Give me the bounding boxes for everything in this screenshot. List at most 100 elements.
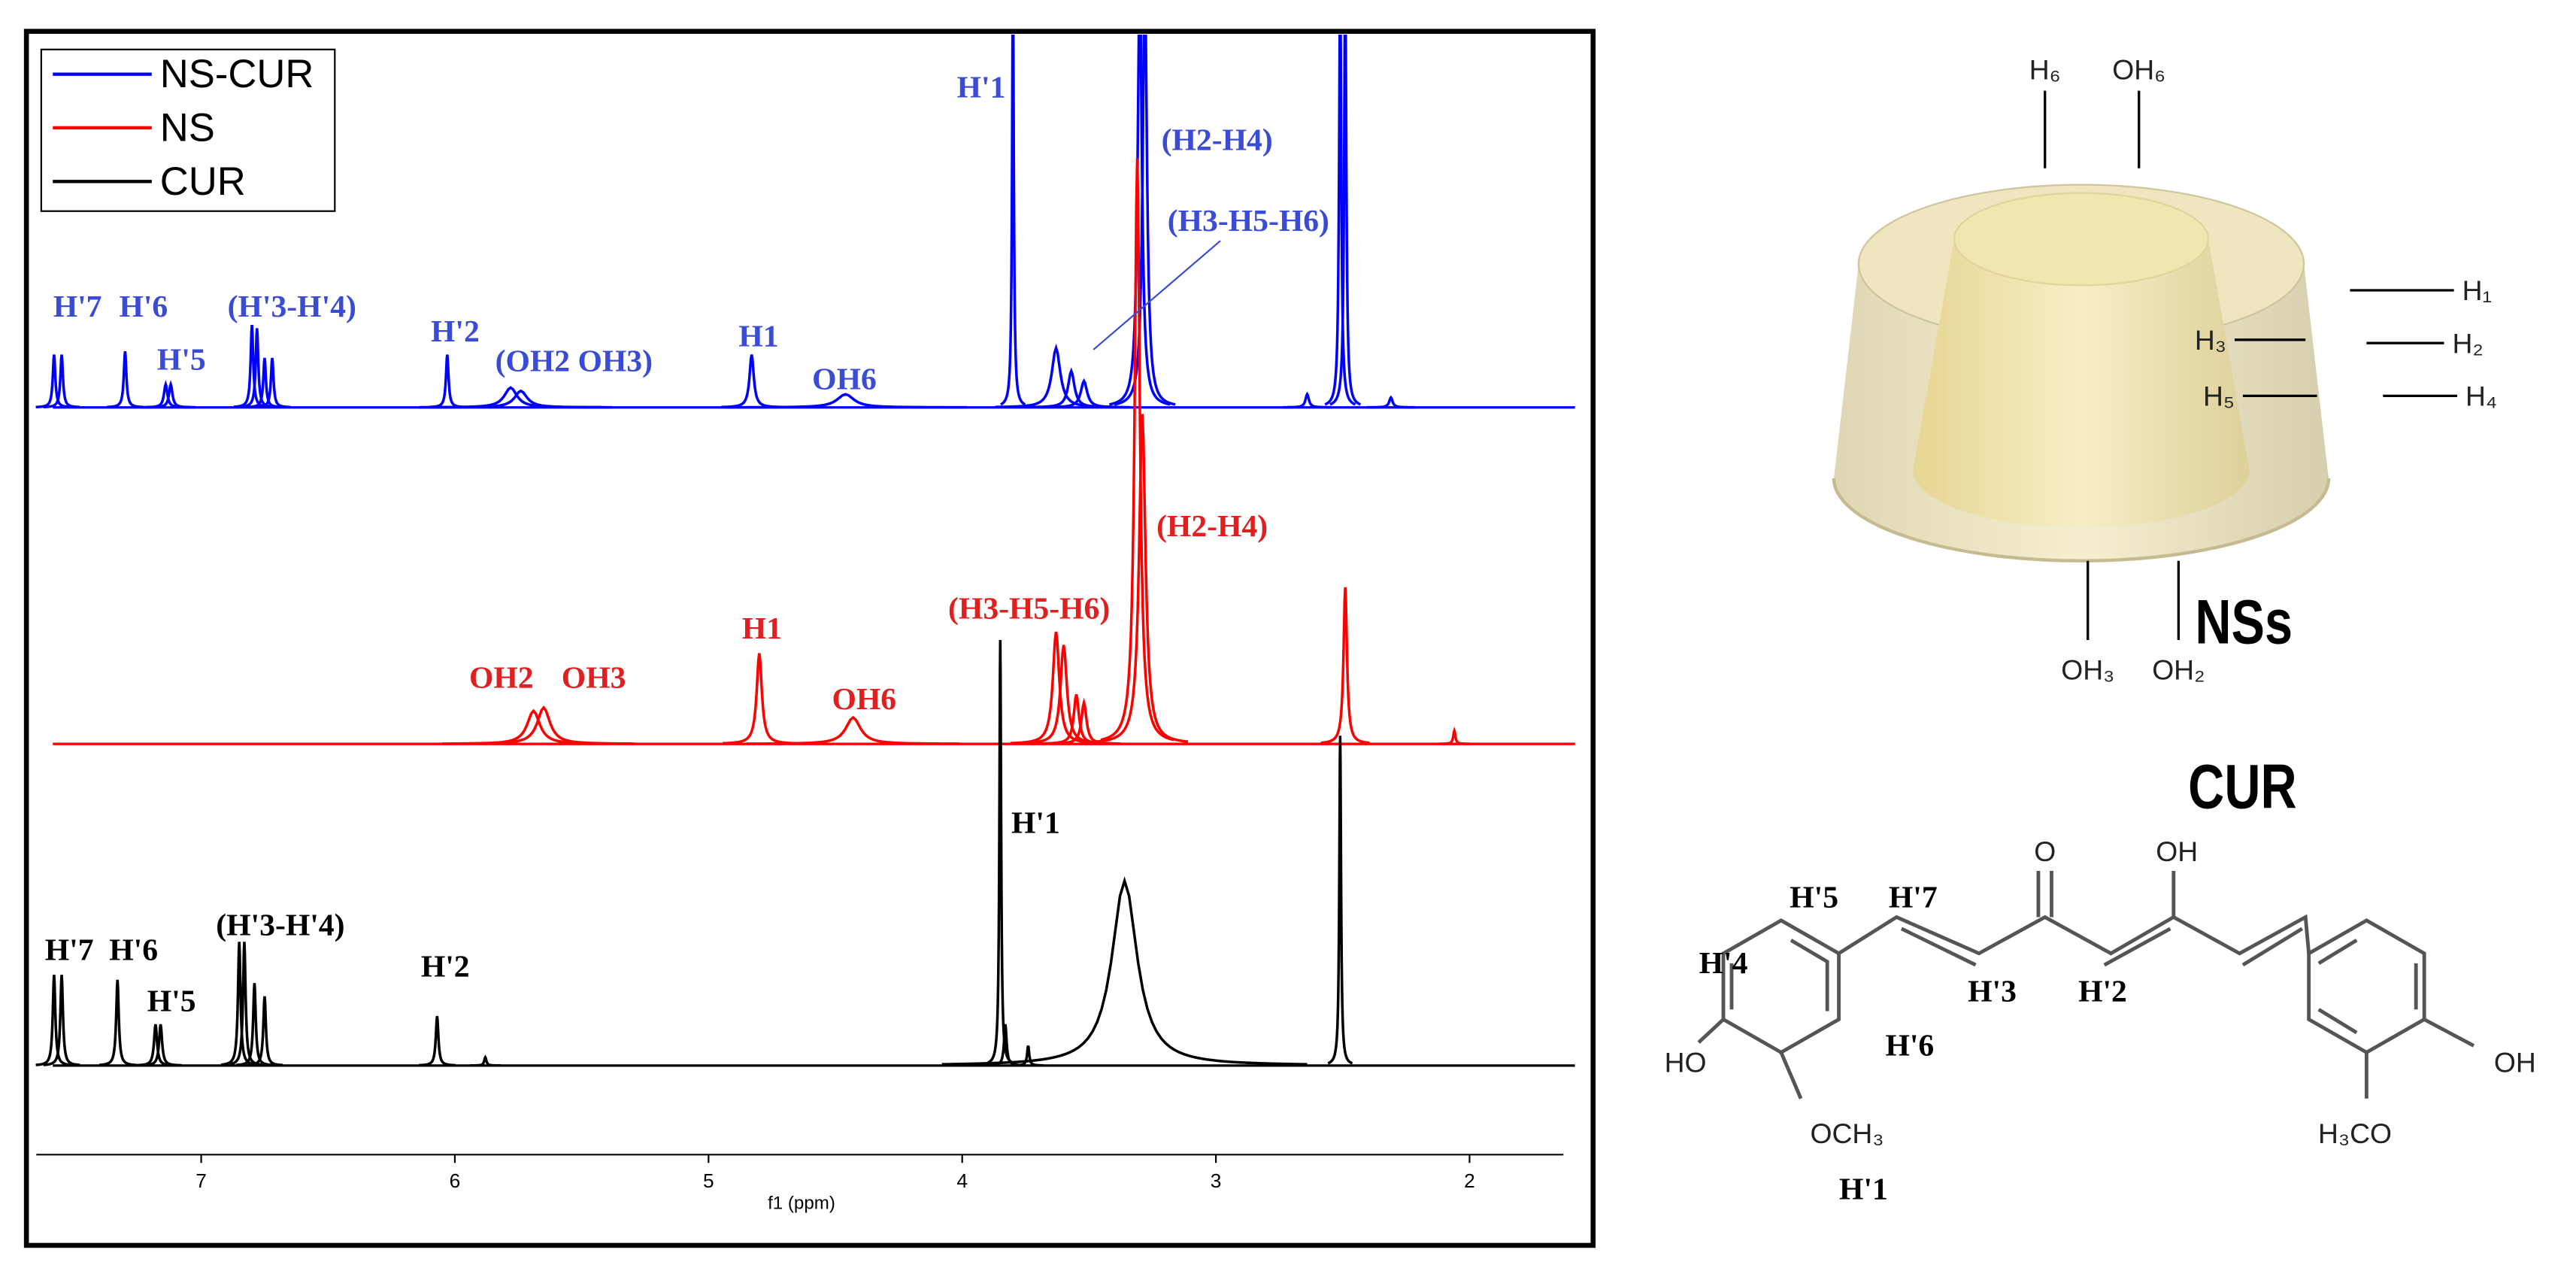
peak: [238, 328, 276, 408]
cur-label: OCH₃: [1811, 1118, 1884, 1149]
traces: [35, 35, 1575, 1067]
peak: [43, 975, 80, 1066]
cur-label: H'1: [1839, 1172, 1888, 1207]
cur-label: H₃CO: [2318, 1118, 2392, 1149]
x-tick-label: 2: [1464, 1169, 1475, 1192]
legend-label: NS: [160, 106, 215, 150]
peak: [1324, 35, 1356, 406]
peak: [470, 1054, 501, 1067]
ns-label: H₅: [2203, 381, 2235, 412]
ns-label: H₆: [2029, 53, 2061, 85]
x-tick-label: 7: [195, 1169, 207, 1192]
peak: [236, 983, 273, 1066]
legend-label: CUR: [160, 159, 246, 204]
peak-annotation: (H3-H5-H6): [948, 591, 1110, 626]
cur-label: O: [2034, 836, 2056, 867]
peak-annotation: OH3: [562, 661, 626, 696]
x-tick-label: 6: [450, 1169, 461, 1192]
peak: [452, 705, 635, 745]
peak-annotation: (H'3-H'4): [216, 908, 344, 943]
cur-label: H'6: [1885, 1029, 1934, 1063]
x-axis-label: f1 (ppm): [768, 1194, 835, 1214]
cur-label: H'3: [1968, 974, 2017, 1009]
legend-label: NS-CUR: [160, 52, 314, 96]
peak-annotation: H'1: [1011, 806, 1060, 841]
peak: [253, 357, 291, 409]
peak: [1047, 697, 1121, 745]
peak-annotation: H'5: [157, 342, 206, 377]
peak-annotation: H'2: [431, 314, 480, 349]
x-tick-label: 5: [703, 1169, 714, 1192]
cur-structure: [1697, 871, 2475, 1100]
peak-annotation: (H3-H5-H6): [1168, 204, 1329, 238]
peak: [723, 393, 968, 409]
cur-label: H'4: [1699, 946, 1748, 981]
peak: [146, 380, 195, 409]
x-tick-label: 4: [956, 1169, 968, 1192]
cur-label: HO: [1665, 1047, 1707, 1078]
ns-diagram: [1832, 90, 2458, 641]
peak-annotation: H'5: [147, 984, 196, 1018]
peak-annotation: H'6: [119, 290, 168, 324]
cur-label: OH: [2156, 836, 2198, 867]
peak: [1096, 414, 1189, 743]
peak: [1000, 35, 1026, 406]
peak-annotation: H'7: [53, 290, 102, 324]
peak-annotation: H'7: [45, 933, 94, 967]
diagram-title: NSs: [2195, 587, 2293, 657]
peak-annotation: H'6: [109, 933, 158, 967]
diagram-title: CUR: [2188, 752, 2296, 822]
peak: [106, 350, 144, 408]
peak: [98, 979, 136, 1066]
cur-label: H'7: [1889, 880, 1938, 915]
peak-annotation: (OH2 OH3): [496, 344, 653, 378]
peak: [1114, 35, 1176, 406]
x-tick-label: 3: [1211, 1169, 1222, 1192]
legend: [40, 48, 336, 212]
peak-annotation: (H2-H4): [1162, 123, 1273, 158]
ns-label: OH₂: [2152, 654, 2205, 686]
peak: [1283, 391, 1332, 409]
ns-label: H₁: [2462, 275, 2493, 306]
peak: [1329, 35, 1362, 406]
peak: [246, 357, 283, 409]
leader-line: [1093, 240, 1221, 350]
cur-label: H'5: [1790, 880, 1838, 915]
peak-annotation: (H'3-H'4): [228, 290, 356, 324]
peak: [1438, 726, 1470, 745]
peak-annotation: H1: [742, 611, 782, 646]
peak: [35, 354, 73, 409]
peak: [1100, 158, 1174, 742]
peak-annotation: OH2: [469, 661, 534, 696]
peak: [1109, 35, 1171, 406]
peak: [43, 354, 80, 409]
peak: [1320, 587, 1370, 745]
peak-annotation: H'2: [421, 949, 470, 984]
peak: [35, 975, 73, 1066]
peak: [429, 389, 613, 409]
peak: [246, 996, 283, 1066]
peak-annotation: H1: [738, 320, 778, 354]
ns-label: OH₆: [2112, 53, 2165, 85]
ns-label: H₄: [2465, 381, 2497, 412]
cur-label: H'2: [2078, 974, 2127, 1009]
ns-label: OH₃: [2061, 654, 2114, 686]
peak: [1327, 736, 1353, 1065]
peak: [941, 876, 1308, 1066]
plot-frame: [23, 29, 1596, 1248]
cur-label: OH: [2494, 1047, 2536, 1078]
ns-label: H₃: [2195, 324, 2226, 356]
peak: [1366, 395, 1416, 409]
ns-label: H₂: [2452, 327, 2483, 359]
peak-annotation: OH6: [812, 362, 877, 397]
peak: [1038, 378, 1130, 409]
peak: [746, 715, 960, 745]
peak-annotation: H'1: [957, 70, 1006, 105]
peak: [418, 1015, 456, 1067]
peak-annotation: OH6: [832, 682, 897, 717]
peak-annotation: (H2-H4): [1156, 509, 1268, 544]
peak: [139, 1024, 182, 1067]
peak: [1013, 1045, 1044, 1067]
